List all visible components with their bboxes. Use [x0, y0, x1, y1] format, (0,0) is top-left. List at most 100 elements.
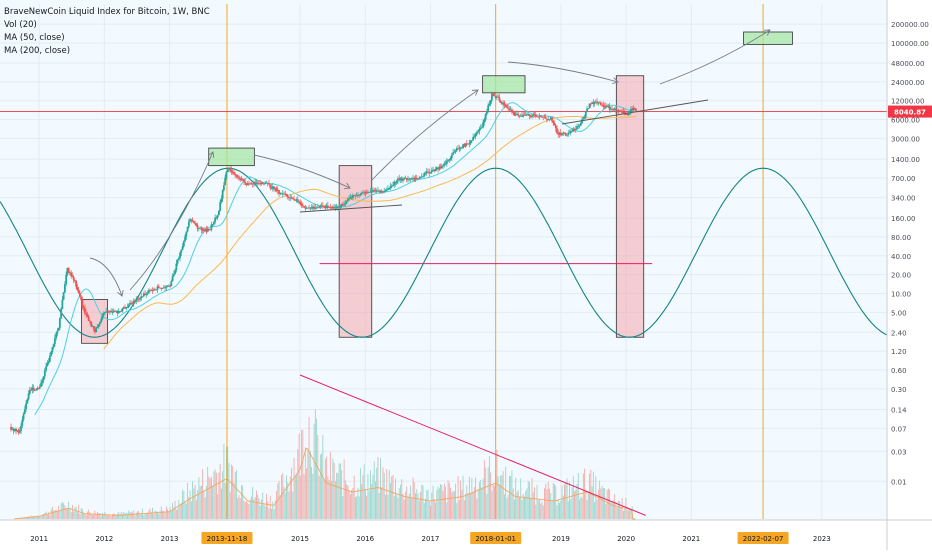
candle-body [329, 207, 331, 208]
volume-bar [57, 511, 58, 519]
volume-bar [623, 511, 624, 519]
volume-bar [172, 503, 173, 519]
candle-body [446, 161, 448, 164]
top-highlight-box [209, 148, 255, 166]
candle-body [236, 175, 238, 176]
volume-bar [113, 514, 114, 519]
volume-bar [605, 504, 606, 519]
volume-bar [562, 485, 563, 519]
candle-body [110, 311, 112, 312]
volume-bar [493, 485, 494, 519]
volume-bar [588, 491, 589, 519]
candle-body [555, 125, 557, 128]
y-tick-label: 3000.00 [891, 135, 920, 143]
candle-body [602, 105, 604, 107]
volume-bar [77, 512, 78, 519]
candle-body [383, 191, 385, 192]
volume-bar [372, 475, 373, 519]
candle-body [511, 110, 513, 113]
volume-bar [488, 467, 489, 519]
volume-bar [165, 513, 166, 519]
candle-body [582, 118, 584, 119]
chart-title: BraveNewCoin Liquid Index for Bitcoin, 1… [4, 7, 210, 17]
x-tick-label: 2016 [356, 535, 374, 543]
volume-bar [394, 496, 395, 519]
candle-body [450, 158, 452, 160]
candle-body [499, 97, 501, 100]
candle-body [82, 300, 84, 307]
volume-bar [29, 518, 30, 519]
volume-bar [271, 509, 272, 519]
candle-body [231, 170, 233, 172]
volume-bar [61, 503, 62, 519]
volume-bar [193, 488, 194, 519]
volume-bar [191, 501, 192, 519]
y-tick-label: 0.30 [891, 386, 907, 394]
volume-bar [403, 494, 404, 519]
volume-bar [307, 449, 308, 519]
volume-bar [324, 479, 325, 519]
x-tick-label: 2015 [291, 535, 309, 543]
candle-body [482, 122, 484, 127]
volume-bar [450, 488, 451, 519]
volume-bar [376, 468, 377, 519]
candle-body [21, 420, 23, 426]
volume-bar [79, 514, 80, 519]
volume-bar [349, 490, 350, 519]
candle-body [506, 105, 508, 108]
candle-body [561, 134, 563, 135]
candle-body [224, 178, 226, 186]
volume-bar [261, 499, 262, 519]
volume-bar [158, 514, 159, 519]
volume-bar [568, 501, 569, 519]
volume-bar [480, 480, 481, 519]
volume-bar [460, 481, 461, 519]
volume-bar [506, 498, 507, 519]
candle-body [348, 199, 350, 200]
volume-bar [356, 496, 357, 519]
candle-body [268, 183, 270, 184]
candle-body [64, 284, 66, 292]
volume-bar [196, 500, 197, 519]
candle-body [455, 151, 457, 152]
volume-bar [208, 476, 209, 519]
volume-bar [490, 473, 491, 519]
volume-bar [572, 487, 573, 519]
volume-bar [550, 493, 551, 519]
candle-body [41, 380, 43, 383]
volume-bar [446, 502, 447, 519]
volume-bar [331, 481, 332, 519]
candle-body [182, 246, 184, 250]
y-tick-label: 5.00 [891, 309, 907, 317]
candle-body [418, 178, 420, 179]
candle-body [128, 305, 130, 308]
candle-body [90, 322, 92, 327]
volume-bar [220, 464, 221, 519]
candle-body [422, 176, 424, 177]
volume-bar [438, 487, 439, 519]
volume-bar [425, 499, 426, 519]
volume-bar [272, 501, 273, 519]
volume-bar [589, 474, 590, 519]
volume-bar [466, 485, 467, 519]
candle-body [24, 409, 26, 414]
candle-body [195, 224, 197, 226]
volume-bar [177, 508, 178, 519]
candle-body [93, 326, 95, 329]
volume-bar [364, 464, 365, 519]
candle-body [491, 94, 493, 100]
volume-bar [295, 476, 296, 519]
volume-bar [518, 490, 519, 519]
candle-body [85, 313, 87, 314]
volume-bar [357, 488, 358, 519]
volume-bar [448, 480, 449, 519]
volume-bar [186, 504, 187, 519]
volume-bar [445, 487, 446, 519]
candle-body [55, 333, 57, 338]
volume-bar [345, 480, 346, 519]
volume-bar [444, 483, 445, 519]
volume-bar [390, 483, 391, 519]
volume-bar [614, 494, 615, 519]
candle-body [100, 319, 102, 322]
